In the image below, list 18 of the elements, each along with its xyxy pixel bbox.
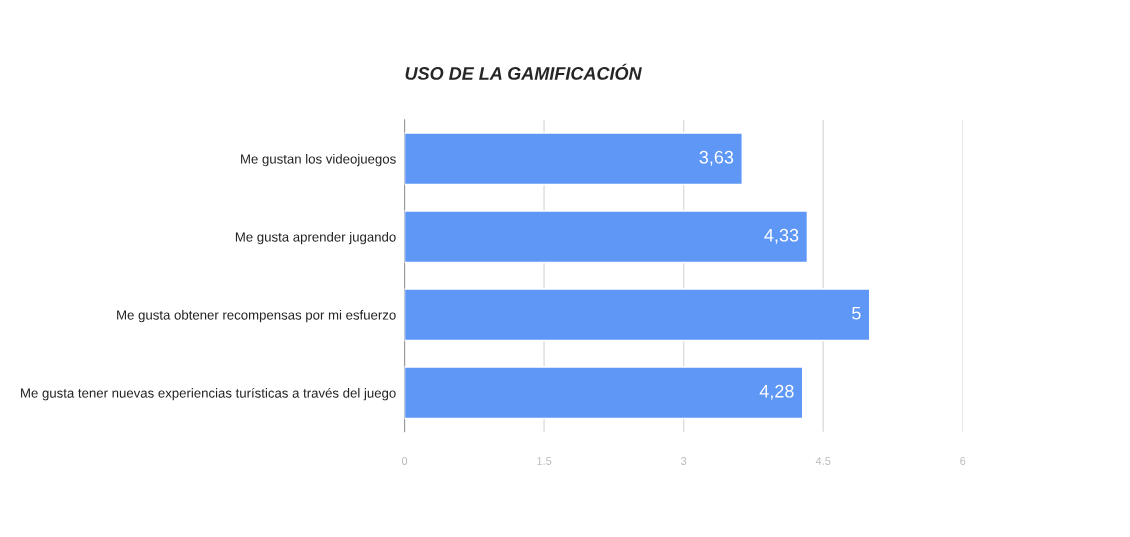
y-tick-label: Me gustan los videojuegos [241,153,396,167]
data-label: 3,63 [699,150,734,166]
bar [404,288,871,342]
chart-title: USO DE LA GAMIFICACIÓN [405,63,642,80]
x-tick-label: 3 [680,457,687,465]
y-tick-label: Me gusta obtener recompensas por mi esfuerzo [117,309,396,323]
x-tick-label: 1.5 [537,457,552,465]
data-label: 4,28 [759,384,794,400]
bar [404,132,743,186]
data-label: 4,33 [764,228,799,244]
bar [404,210,809,264]
bar [404,366,804,420]
x-tick-label: 4.5 [815,457,831,465]
y-tick-label: Me gusta tener nuevas experiencias turísticas a través del juego [21,387,396,401]
x-tick-label: 6 [960,457,966,465]
data-label: 5 [852,307,861,320]
y-tick-label: Me gusta aprender jugando [235,231,396,245]
x-tick-label: 0 [401,457,408,465]
